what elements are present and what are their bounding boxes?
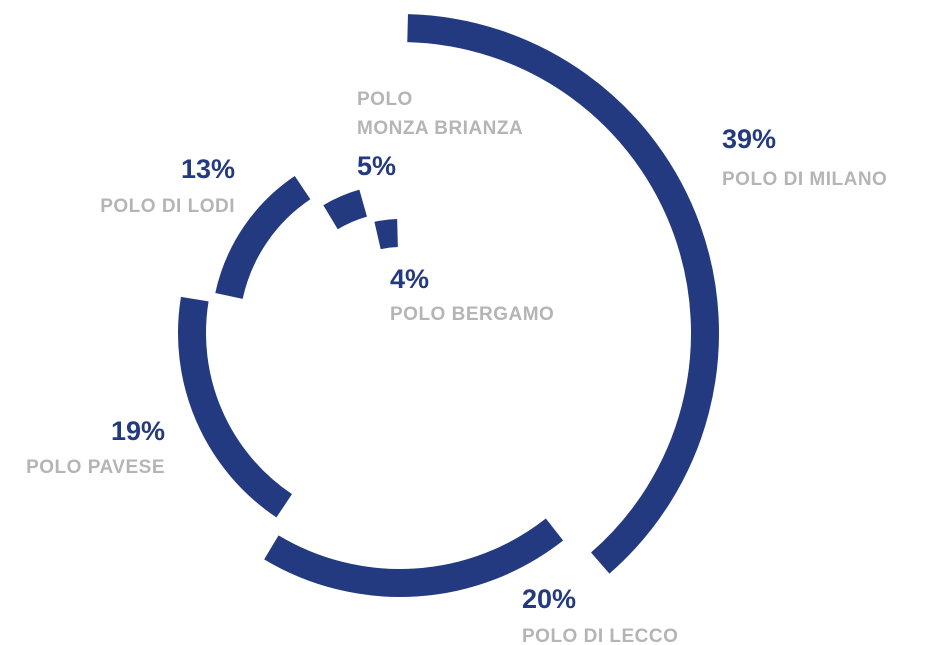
arc-segment <box>215 176 311 300</box>
percent-label: 39% <box>722 124 777 154</box>
category-label: POLO DI LODI <box>100 196 235 217</box>
arc-segment <box>178 296 293 518</box>
category-label: POLO DI MILANO <box>722 169 888 190</box>
category-label: POLO PAVESE <box>26 457 165 478</box>
arc-segment <box>407 14 719 574</box>
percent-label: 19% <box>110 416 165 446</box>
arc-segment <box>374 219 399 250</box>
category-label: POLO DI LECCO <box>522 626 679 645</box>
percent-label: 13% <box>180 154 235 184</box>
arc-segment <box>264 518 564 597</box>
percent-label: 20% <box>522 584 577 614</box>
category-label: POLO BERGAMO <box>390 304 555 325</box>
percent-label: 4% <box>390 264 430 294</box>
arc-segment <box>323 189 368 230</box>
category-label: POLO MONZA BRIANZA <box>357 89 524 139</box>
percent-label: 5% <box>357 151 397 181</box>
